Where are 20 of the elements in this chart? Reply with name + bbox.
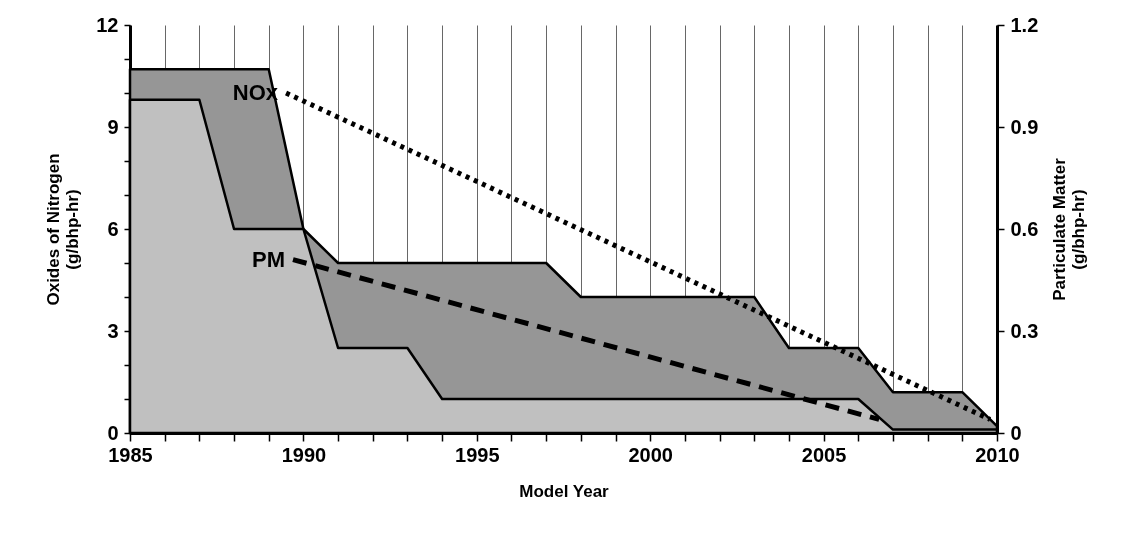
y-tick-label: 6: [107, 217, 119, 240]
y-tick-label: 0: [107, 421, 119, 444]
x-tick-label: 2000: [628, 443, 673, 466]
x-tick-label: 1995: [455, 443, 500, 466]
y2-tick-label: 0.3: [1010, 319, 1039, 342]
x-tick-label: 2005: [801, 443, 847, 466]
series-label: PM: [252, 246, 285, 272]
y-tick-label: 12: [96, 13, 119, 36]
y2-tick-label: 0: [1010, 421, 1022, 444]
x-tick-label: 2010: [975, 443, 1020, 466]
x-axis-title: Model Year: [519, 481, 610, 501]
y2-tick-label: 0.6: [1010, 217, 1039, 240]
y2-tick-label: 0.9: [1010, 115, 1039, 138]
y-tick-label: 3: [107, 319, 119, 342]
x-tick-label: 1990: [281, 443, 327, 466]
y2-tick-label: 1.2: [1010, 13, 1039, 36]
x-tick-label: 1985: [108, 443, 153, 466]
y-tick-label: 9: [107, 115, 119, 138]
y2-axis-title: Particulate Matter (g/bhp-hr): [1050, 157, 1089, 301]
y-axis-title: Oxides of Nitrogen (g/bhp-hr): [44, 153, 83, 306]
